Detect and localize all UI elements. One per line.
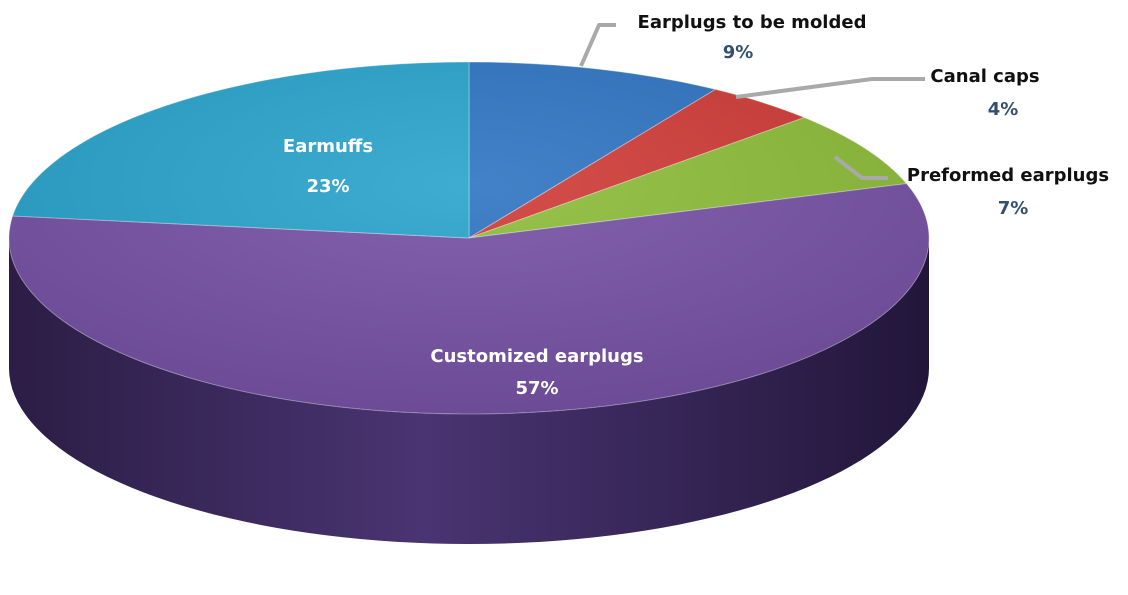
label-earmuffs: Earmuffs [283, 136, 373, 157]
labels-layer: Earplugs to be molded 9% Canal caps 4% Prefo… [283, 12, 1109, 399]
value-earmuffs: 23% [306, 176, 349, 197]
leader-lines-layer [579, 23, 925, 180]
label-canal-caps: Canal caps [930, 66, 1039, 87]
pie-slice-earmuffs [11, 61, 470, 239]
value-preformed-earplugs: 7% [998, 198, 1029, 219]
label-customized-earplugs: Customized earplugs [430, 346, 643, 367]
leader-line-preformed-earplugs [833, 155, 888, 180]
leader-line-canal-caps [735, 77, 925, 99]
leader-line-earplugs-to-be-molded [579, 23, 616, 67]
value-customized-earplugs: 57% [515, 378, 558, 399]
pie-side-wall [9, 238, 929, 544]
value-earplugs-to-be-molded: 9% [723, 42, 754, 63]
pie-side-layer [9, 238, 929, 544]
label-earplugs-to-be-molded: Earplugs to be molded [638, 12, 867, 33]
label-preformed-earplugs: Preformed earplugs [907, 165, 1109, 186]
value-canal-caps: 4% [988, 99, 1019, 120]
